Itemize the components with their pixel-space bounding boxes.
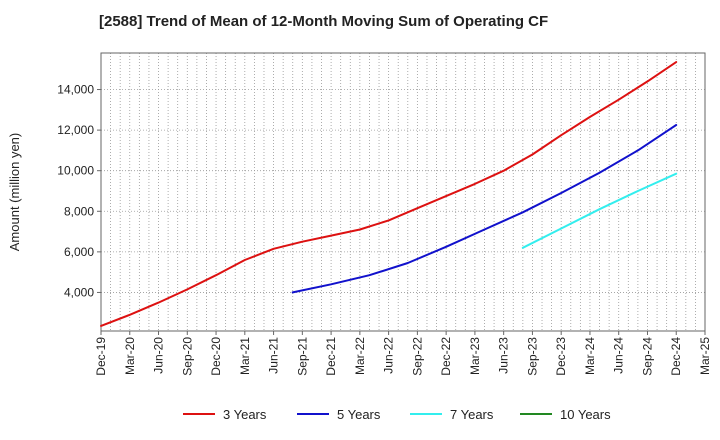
series-line-3-years (100, 61, 678, 327)
y-tick-label: 10,000 (57, 164, 94, 178)
y-axis-title: Amount (million yen) (7, 133, 22, 252)
x-tick-label: Sep-23 (525, 337, 539, 376)
x-tick-label: Dec-21 (324, 337, 338, 376)
x-axis: Dec-19 Mar-20 Jun-20 Sep-20 Dec-20 Mar-21 Jun-… (94, 331, 712, 376)
legend-label-7-years: 7 Years (450, 407, 494, 422)
x-tick-label: Mar-24 (583, 337, 597, 375)
x-tick-label: Sep-20 (180, 337, 194, 376)
x-tick-label: Dec-24 (669, 337, 683, 376)
x-tick-label: Dec-20 (209, 337, 223, 376)
x-tick-label: Dec-19 (94, 337, 108, 376)
x-tick-label: Sep-22 (410, 337, 424, 376)
x-tick-label: Jun-21 (267, 337, 281, 374)
series-line-7-years (521, 172, 678, 249)
x-tick-label: Jun-22 (382, 337, 396, 374)
x-tick-label: Mar-22 (353, 337, 367, 375)
x-tick-label: Mar-25 (698, 337, 712, 375)
y-axis: 4,000 6,000 8,000 10,000 12,000 14,000 (57, 83, 101, 299)
x-tick-label: Mar-21 (238, 337, 252, 375)
x-tick-label: Sep-24 (640, 337, 654, 376)
x-tick-label: Sep-21 (295, 337, 309, 376)
legend-label-10-years: 10 Years (560, 407, 611, 422)
x-tick-label: Jun-23 (497, 337, 511, 374)
y-tick-label: 6,000 (64, 245, 94, 259)
y-tick-label: 12,000 (57, 123, 94, 137)
x-tick-label: Mar-20 (123, 337, 137, 375)
x-tick-label: Dec-23 (554, 337, 568, 376)
y-tick-label: 4,000 (64, 285, 94, 299)
y-tick-label: 14,000 (57, 83, 94, 97)
grid (101, 53, 705, 331)
x-tick-label: Jun-24 (612, 337, 626, 374)
x-tick-label: Dec-22 (439, 337, 453, 376)
series-group (100, 61, 678, 327)
legend-label-5-years: 5 Years (337, 407, 381, 422)
chart-title: [2588] Trend of Mean of 12-Month Moving … (99, 13, 549, 30)
x-tick-label: Mar-23 (468, 337, 482, 375)
series-line-5-years (291, 124, 678, 294)
plot-frame (100, 52, 706, 332)
legend: 3 Years 5 Years 7 Years 10 Years (183, 407, 611, 422)
y-tick-label: 8,000 (64, 204, 94, 218)
legend-label-3-years: 3 Years (223, 407, 267, 422)
x-tick-label: Jun-20 (152, 337, 166, 374)
